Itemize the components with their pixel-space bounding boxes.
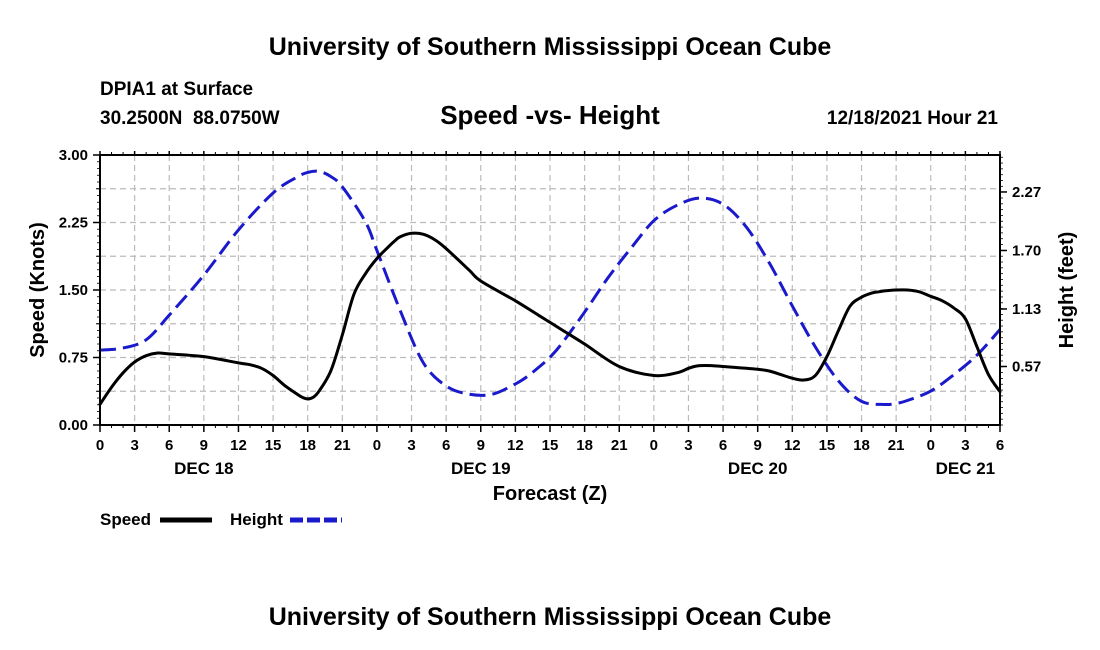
x-axis-title: Forecast (Z) [493,483,607,505]
x-tick-label: 12 [507,437,524,454]
legend-label-speed: Speed [100,510,151,529]
x-tick-label: 6 [442,437,450,454]
x-tick-label: 18 [576,437,593,454]
y2-tick-label: 0.57 [1012,358,1041,375]
x-tick-label: 3 [684,437,692,454]
x-tick-label: 15 [819,437,836,454]
x-tick-label: 21 [334,437,351,454]
y2-tick-label: 1.13 [1012,301,1041,318]
x-tick-label: 0 [96,437,104,454]
x-tick-label: 12 [784,437,801,454]
x-tick-label: 18 [299,437,316,454]
y2-tick-label: 2.27 [1012,184,1041,201]
x-day-label: DEC 21 [936,459,996,478]
x-tick-label: 9 [200,437,208,454]
y-tick-label: 1.50 [59,282,88,299]
x-tick-label: 9 [477,437,485,454]
x-tick-label: 0 [927,437,935,454]
y-tick-label: 0.75 [59,350,88,367]
date-label: 12/18/2021 Hour 21 [827,108,999,129]
grid [100,155,1000,425]
y-axis-title: Speed (Knots) [27,222,49,358]
x-tick-label: 18 [853,437,870,454]
main-title: University of Southern Mississippi Ocean… [269,33,832,61]
x-tick-label: 0 [373,437,381,454]
y-tick-label: 3.00 [59,147,88,164]
x-tick-label: 15 [265,437,282,454]
x-tick-label: 12 [230,437,247,454]
y-tick-label: 2.25 [59,215,88,232]
x-tick-label: 3 [130,437,138,454]
x-day-label: DEC 19 [451,459,511,478]
x-tick-label: 6 [165,437,173,454]
ticks [93,151,1007,432]
tick-labels: 0 3 6 9 12 15 18 21 0 3 6 9 12 15 18 21 0 3 6 9 12 15 18 21 0 3 6D… [59,147,1041,478]
x-tick-label: 3 [407,437,415,454]
y2-tick-label: 1.70 [1012,242,1041,259]
series-line-height [99,169,1002,407]
x-tick-label: 21 [888,437,905,454]
x-day-label: DEC 20 [728,459,788,478]
y2-axis-title: Height (feet) [1056,232,1078,349]
x-tick-label: 15 [542,437,559,454]
series-layer [98,169,1002,407]
legend: Speed Height [100,510,342,529]
x-tick-label: 6 [996,437,1004,454]
x-tick-label: 9 [754,437,762,454]
x-day-label: DEC 18 [174,459,234,478]
plot-title: Speed -vs- Height [440,100,660,130]
y-tick-label: 0.00 [59,417,88,434]
x-tick-label: 0 [650,437,658,454]
station-label: DPIA1 at Surface [100,79,253,100]
x-tick-label: 21 [611,437,628,454]
location-label: 30.2500N 88.0750W [100,108,280,129]
footer-title: University of Southern Mississippi Ocean… [269,603,832,631]
legend-label-height: Height [230,510,283,529]
x-tick-label: 6 [719,437,727,454]
x-tick-label: 3 [961,437,969,454]
series-line-speed [98,231,1002,406]
